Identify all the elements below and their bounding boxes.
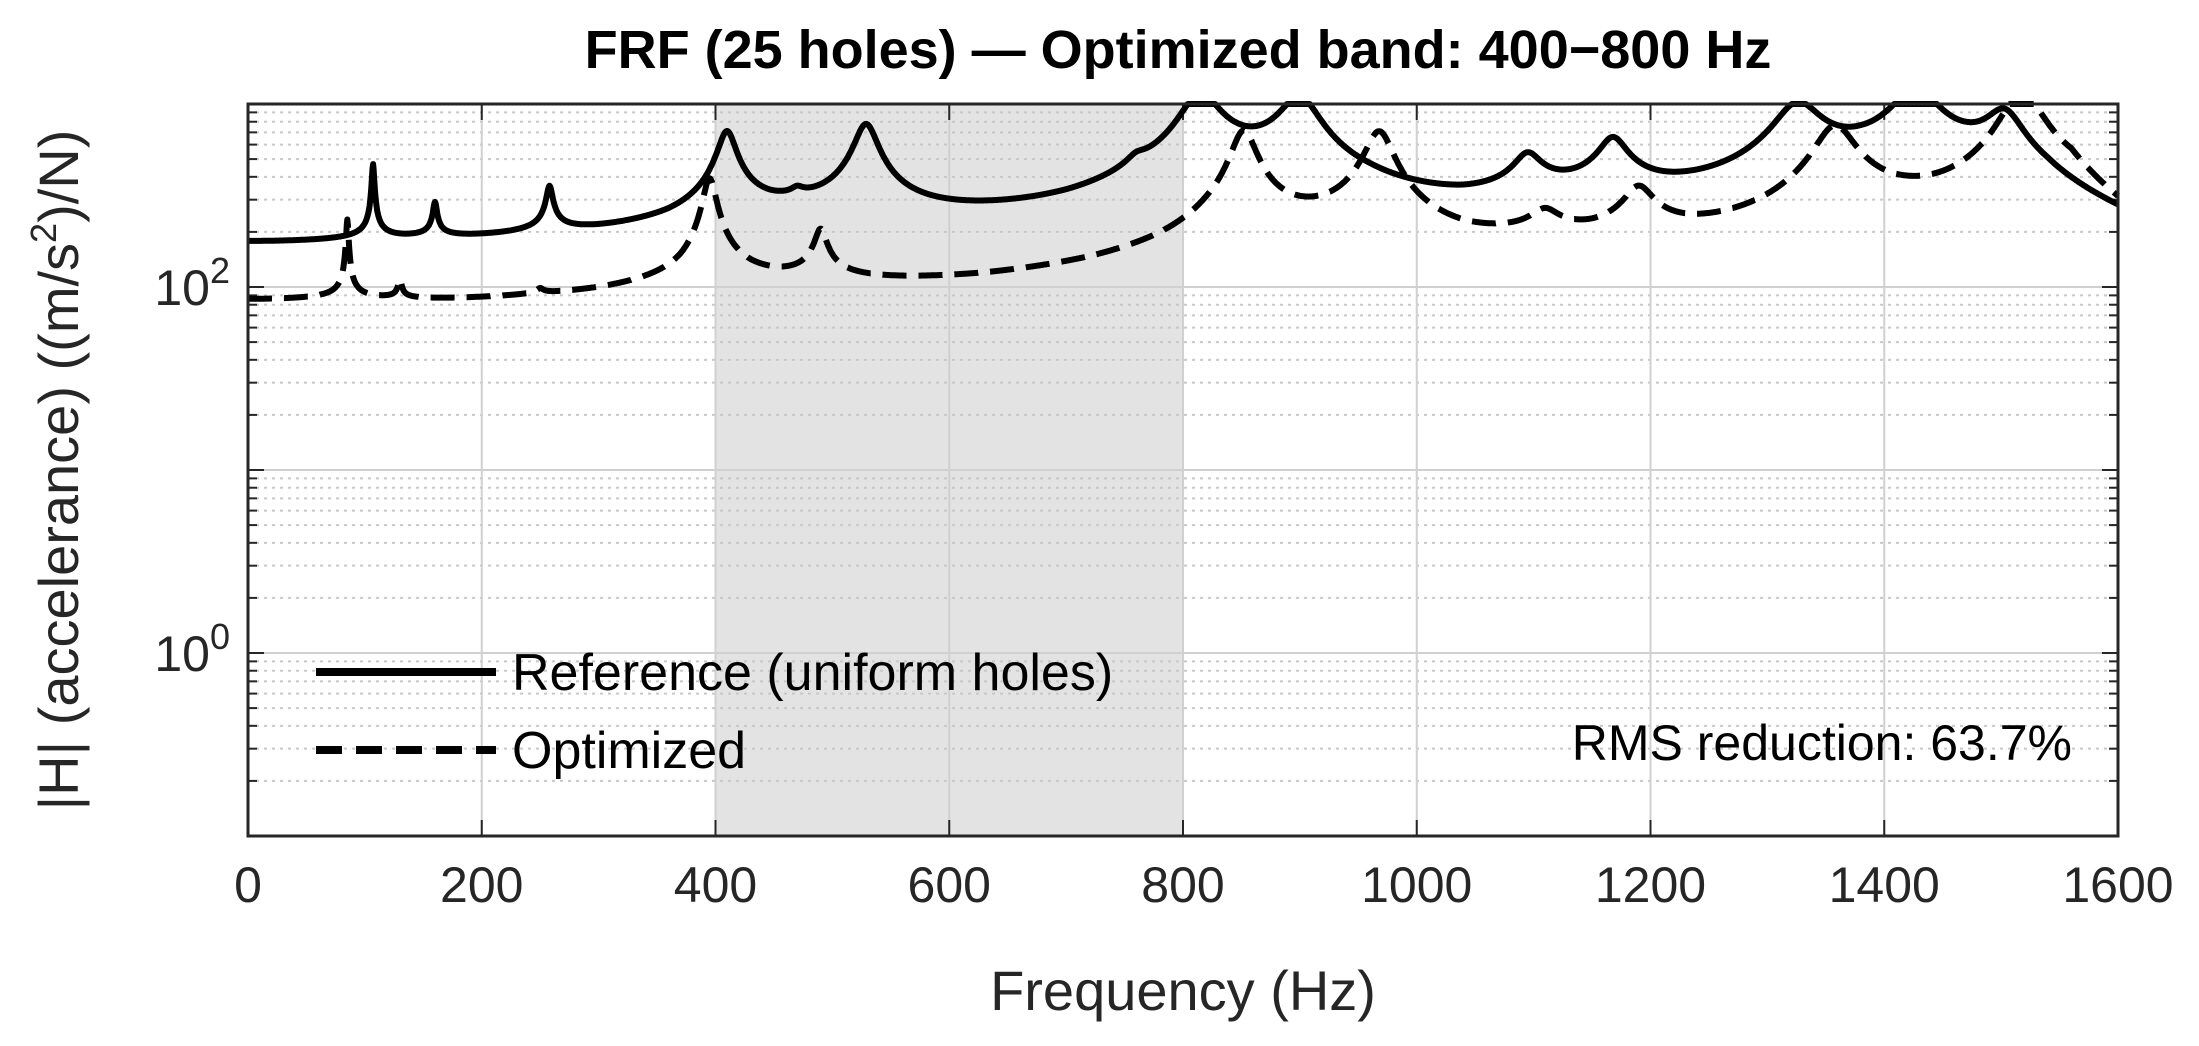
y-tick-labels: 100 102 <box>154 250 230 682</box>
legend-optimized-label: Optimized <box>512 722 746 780</box>
x-tick-label: 1200 <box>1595 857 1706 913</box>
x-tick-label: 200 <box>440 857 523 913</box>
x-tick-label: 1400 <box>1829 857 1940 913</box>
optimized-series-line <box>245 101 2121 302</box>
y-axis-label-tail: )/N) <box>27 130 90 223</box>
x-tick-label: 800 <box>1141 857 1224 913</box>
legend: Reference (uniform holes) Optimized <box>316 644 1113 780</box>
y-tick-label: 100 <box>154 616 230 682</box>
legend-reference-label: Reference (uniform holes) <box>512 644 1113 702</box>
y-axis-label: |H| (accelerance) ((m/s2)/N) <box>23 130 90 811</box>
major-grid <box>248 104 2118 836</box>
x-axis-label: Frequency (Hz) <box>990 959 1376 1022</box>
y-axis-label-exponent: 2 <box>23 223 64 243</box>
y-axis-label-main: |H| (accelerance) ((m/s <box>27 243 90 810</box>
rms-reduction-annotation: RMS reduction: 63.7% <box>1572 715 2072 771</box>
x-tick-labels: 0 200 400 600 800 1000 1200 1400 1600 <box>234 857 2174 913</box>
axes-box <box>246 102 2120 838</box>
x-tick-label: 0 <box>234 857 262 913</box>
x-tick-label: 1000 <box>1361 857 1472 913</box>
x-tick-label: 600 <box>908 857 991 913</box>
y-tick-label: 102 <box>154 250 230 316</box>
x-tick-label: 400 <box>674 857 757 913</box>
x-tick-label: 1600 <box>2062 857 2173 913</box>
chart-title: FRF (25 holes) — Optimized band: 400−800… <box>585 20 1772 80</box>
